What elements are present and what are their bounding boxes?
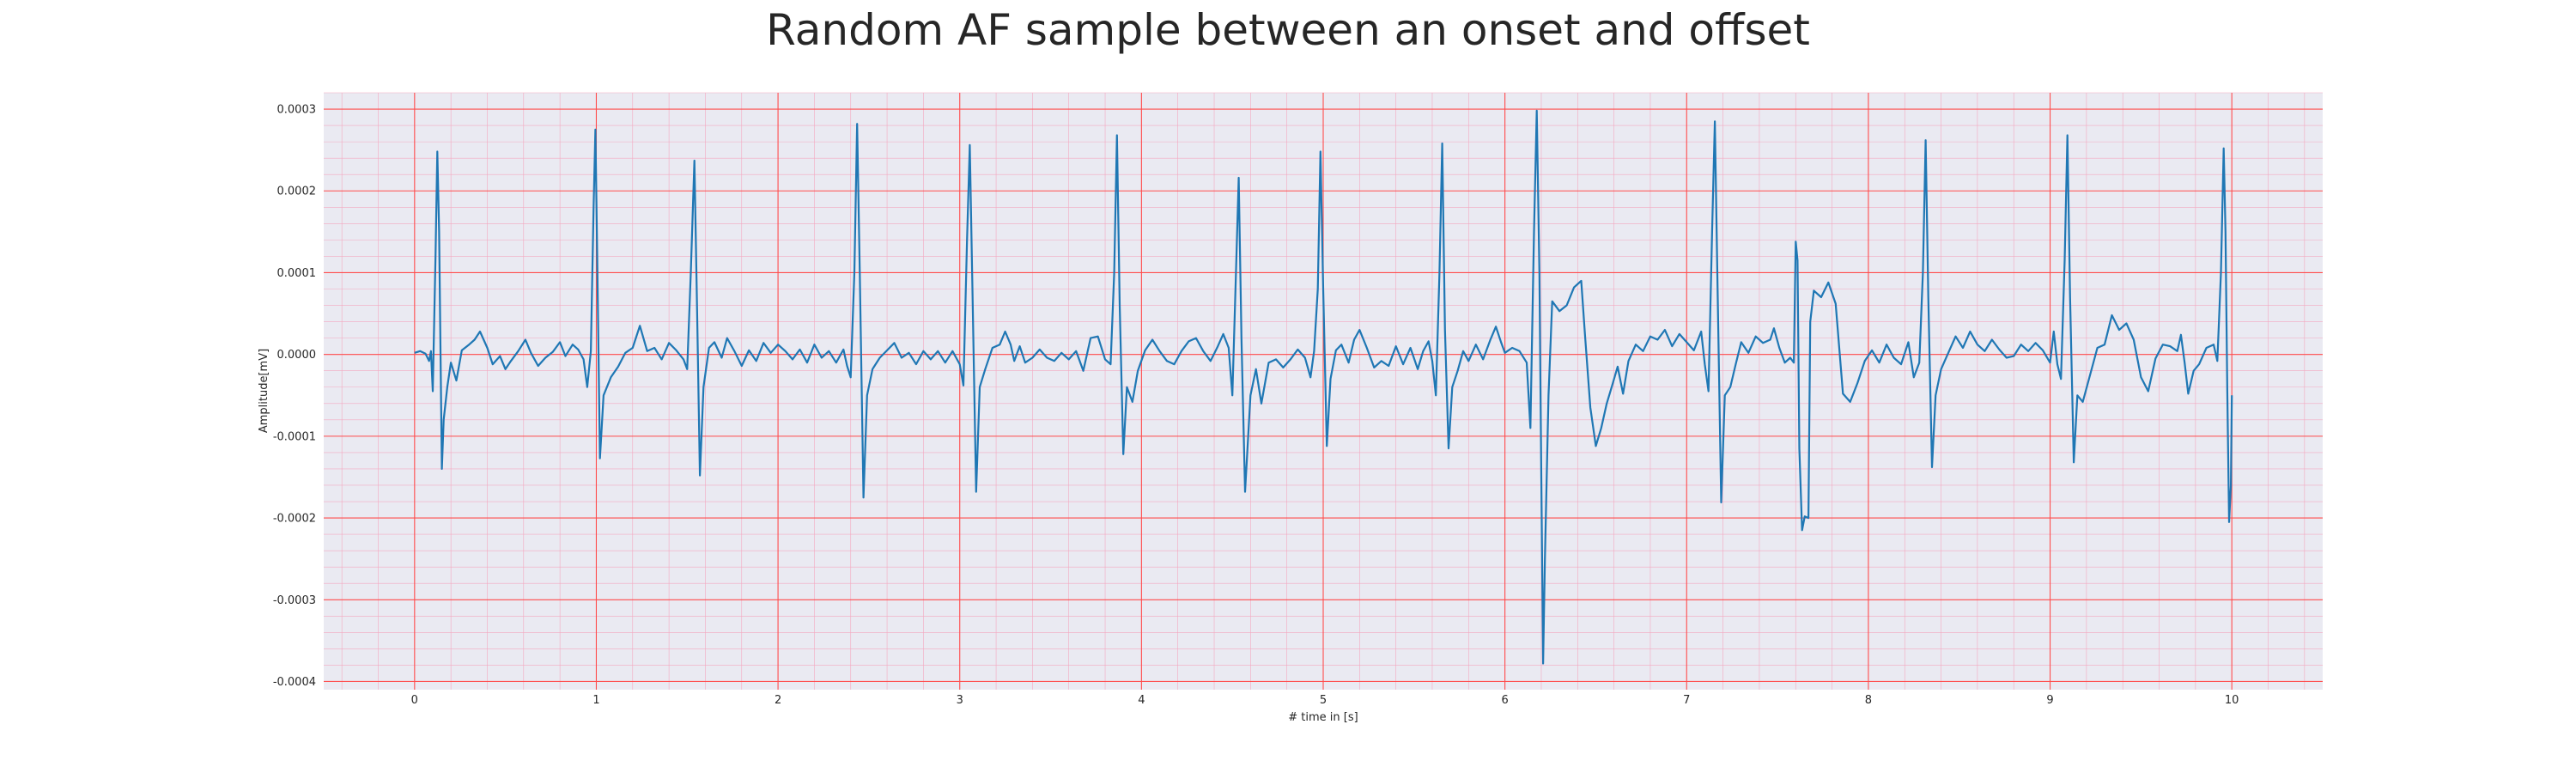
x-tick-label: 8 <box>1865 694 1872 707</box>
y-tick-label: -0.0004 <box>273 676 316 689</box>
x-tick-label: 6 <box>1501 694 1508 707</box>
x-axis-ticks: 0 1 2 3 4 5 6 7 8 9 10 <box>411 694 2239 707</box>
y-tick-label: 0.0000 <box>277 349 317 362</box>
y-axis-label: Amplitude[mV] <box>258 349 270 433</box>
major-grid <box>324 93 2323 690</box>
y-axis-ticks: -0.0004 -0.0003 -0.0002 -0.0001 0.0000 0.0001… <box>273 104 316 689</box>
x-tick-label: 9 <box>2046 694 2053 707</box>
chart-title: Random AF sample between an onset and of… <box>766 5 1810 55</box>
y-tick-label: -0.0002 <box>273 513 316 526</box>
x-tick-label: 0 <box>411 694 418 707</box>
x-tick-label: 4 <box>1138 694 1145 707</box>
x-tick-label: 1 <box>592 694 599 707</box>
y-tick-label: 0.0001 <box>277 267 317 280</box>
x-axis-label: # time in [s] <box>1288 711 1358 724</box>
series-layer <box>414 109 2233 665</box>
y-tick-label: 0.0002 <box>277 186 317 198</box>
y-tick-label: 0.0003 <box>277 104 317 117</box>
y-tick-label: -0.0003 <box>273 594 316 607</box>
x-tick-label: 10 <box>2225 694 2239 707</box>
x-tick-label: 3 <box>957 694 963 707</box>
x-tick-label: 5 <box>1320 694 1327 707</box>
x-tick-label: 2 <box>775 694 781 707</box>
x-tick-label: 7 <box>1683 694 1690 707</box>
series-line <box>414 109 2233 665</box>
y-tick-label: -0.0001 <box>273 430 316 443</box>
